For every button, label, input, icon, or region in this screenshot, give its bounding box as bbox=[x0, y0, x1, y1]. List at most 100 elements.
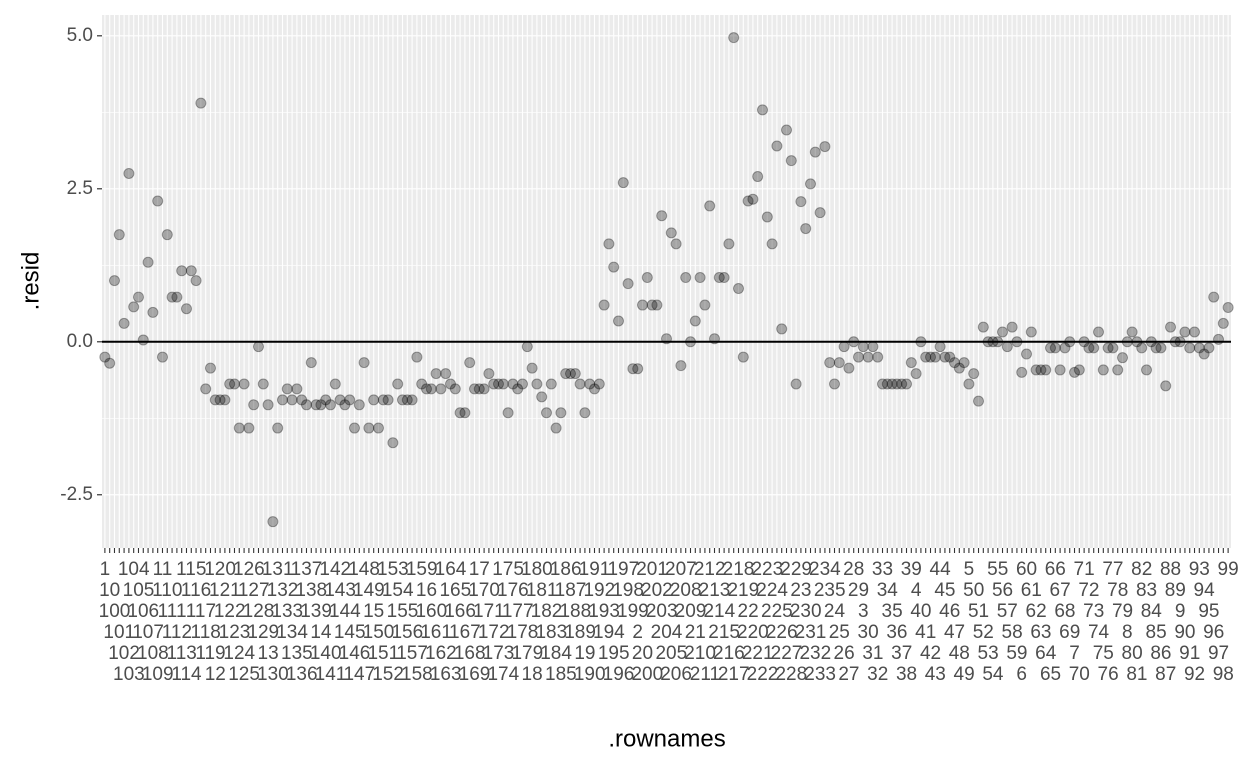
point bbox=[1069, 366, 1081, 378]
x-tick-label: 142 bbox=[319, 559, 351, 580]
x-tick-label: 82 bbox=[1131, 559, 1152, 580]
x-tick-label: 117 bbox=[186, 601, 216, 622]
point bbox=[766, 238, 778, 250]
point bbox=[757, 104, 769, 116]
point bbox=[1054, 364, 1066, 376]
point bbox=[848, 336, 860, 348]
point bbox=[161, 229, 173, 241]
x-tick-label: 3 bbox=[858, 601, 869, 622]
point bbox=[180, 303, 192, 315]
point bbox=[819, 141, 831, 153]
point bbox=[598, 299, 610, 311]
x-tick-label: 197 bbox=[607, 559, 639, 580]
x-tick-label: 144 bbox=[329, 601, 361, 622]
x-tick-label: 67 bbox=[1050, 580, 1071, 601]
x-tick-label: 115 bbox=[176, 559, 206, 580]
x-tick-label: 233 bbox=[804, 664, 836, 685]
point bbox=[550, 422, 562, 434]
x-tick-label: 188 bbox=[559, 601, 591, 622]
x-tick-label: 184 bbox=[540, 643, 572, 664]
x-tick-label: 83 bbox=[1136, 580, 1157, 601]
point bbox=[248, 399, 260, 411]
point bbox=[464, 357, 476, 369]
x-tick-label: 4 bbox=[911, 580, 922, 601]
x-tick-label: 163 bbox=[430, 664, 462, 685]
point bbox=[675, 360, 687, 372]
x-tick-label: 179 bbox=[511, 643, 543, 664]
y-tick-label: 0.0 bbox=[67, 331, 93, 352]
point bbox=[291, 383, 303, 395]
x-tick-label: 123 bbox=[219, 622, 251, 643]
x-tick-label: 137 bbox=[291, 559, 323, 580]
point bbox=[507, 378, 519, 390]
point bbox=[502, 407, 514, 419]
x-tick-label: 54 bbox=[982, 664, 1004, 685]
x-tick-label: 58 bbox=[1002, 622, 1023, 643]
x-tick-label: 45 bbox=[934, 580, 955, 601]
point bbox=[670, 238, 682, 250]
x-tick-label: 87 bbox=[1155, 664, 1176, 685]
x-tick-label: 9 bbox=[1175, 601, 1186, 622]
point bbox=[944, 351, 956, 363]
y-axis-title: .resid bbox=[17, 252, 44, 311]
x-tick-label: 159 bbox=[406, 559, 438, 580]
point bbox=[1093, 326, 1105, 338]
point bbox=[1184, 342, 1196, 354]
point bbox=[814, 207, 826, 219]
point bbox=[406, 394, 418, 406]
x-tick-label: 78 bbox=[1107, 580, 1128, 601]
point bbox=[358, 357, 370, 369]
point bbox=[742, 195, 754, 207]
point bbox=[1011, 336, 1023, 348]
point bbox=[1121, 336, 1133, 348]
point bbox=[685, 336, 697, 348]
point bbox=[238, 378, 250, 390]
point bbox=[435, 383, 447, 395]
x-tick-label: 57 bbox=[997, 601, 1018, 622]
x-tick-label: 17 bbox=[469, 559, 490, 580]
x-tick-label: 98 bbox=[1213, 664, 1234, 685]
point bbox=[1155, 342, 1167, 354]
point bbox=[363, 422, 375, 434]
x-tick-label: 216 bbox=[713, 643, 745, 664]
x-tick-label: 119 bbox=[195, 643, 225, 664]
x-tick-label: 177 bbox=[502, 601, 534, 622]
x-tick-label: 224 bbox=[756, 580, 788, 601]
point bbox=[123, 167, 135, 179]
x-tick-label: 37 bbox=[891, 643, 912, 664]
x-tick-label: 151 bbox=[367, 643, 399, 664]
x-tick-label: 47 bbox=[944, 622, 965, 643]
x-tick-label: 85 bbox=[1146, 622, 1167, 643]
point bbox=[233, 422, 245, 434]
x-tick-label: 227 bbox=[771, 643, 803, 664]
x-tick-label: 13 bbox=[258, 643, 279, 664]
x-tick-label: 130 bbox=[257, 664, 289, 685]
point bbox=[1203, 342, 1215, 354]
point bbox=[977, 321, 989, 333]
x-tick-label: 81 bbox=[1126, 664, 1147, 685]
point bbox=[694, 272, 706, 284]
x-tick-label: 102 bbox=[108, 643, 140, 664]
x-tick-label: 150 bbox=[363, 622, 395, 643]
point bbox=[824, 357, 836, 369]
x-tick-label: 205 bbox=[655, 643, 687, 664]
x-tick-label: 42 bbox=[920, 643, 941, 664]
x-tick-label: 139 bbox=[300, 601, 332, 622]
x-tick-label: 80 bbox=[1122, 643, 1143, 664]
point bbox=[113, 229, 125, 241]
point bbox=[776, 323, 788, 335]
x-tick-label: 12 bbox=[205, 664, 226, 685]
point bbox=[569, 368, 581, 380]
point bbox=[886, 378, 898, 390]
point bbox=[608, 261, 620, 273]
point bbox=[492, 378, 504, 390]
point bbox=[468, 383, 480, 395]
x-tick-label: 101 bbox=[103, 622, 135, 643]
x-tick-label: 88 bbox=[1160, 559, 1181, 580]
point bbox=[449, 383, 461, 395]
point bbox=[1208, 291, 1220, 303]
point bbox=[329, 378, 341, 390]
point bbox=[1088, 342, 1100, 354]
point bbox=[310, 399, 322, 411]
point bbox=[382, 394, 394, 406]
